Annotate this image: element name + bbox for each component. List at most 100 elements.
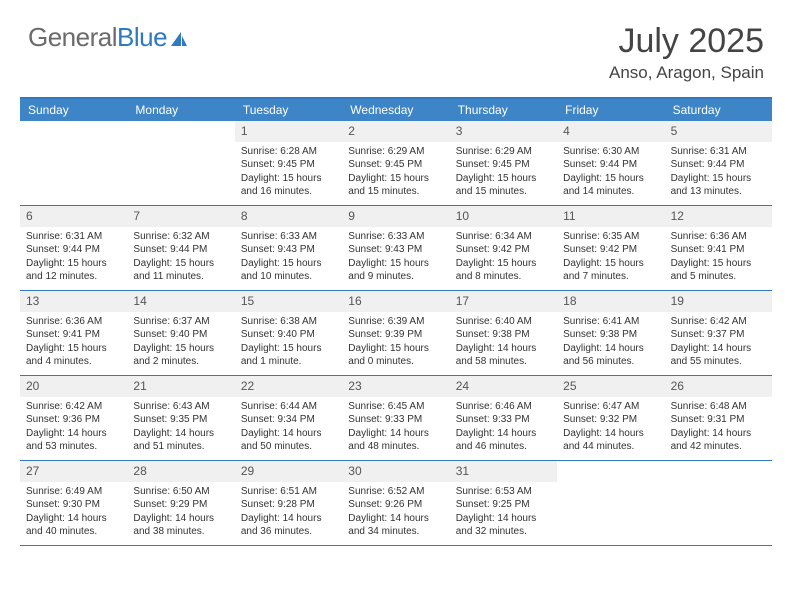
sunset-text: Sunset: 9:29 PM [133,498,228,512]
daylight2-text: and 4 minutes. [26,355,121,369]
day-cell: 4Sunrise: 6:30 AMSunset: 9:44 PMDaylight… [557,121,664,205]
sunset-text: Sunset: 9:44 PM [133,243,228,257]
sunset-text: Sunset: 9:33 PM [456,413,551,427]
sunrise-text: Sunrise: 6:32 AM [133,230,228,244]
day-number: 2 [348,124,355,138]
daylight2-text: and 16 minutes. [241,185,336,199]
sunrise-text: Sunrise: 6:30 AM [563,145,658,159]
sunset-text: Sunset: 9:36 PM [26,413,121,427]
daylight1-text: Daylight: 14 hours [26,427,121,441]
day-number: 20 [26,379,39,393]
day-number: 25 [563,379,576,393]
day-number: 1 [241,124,248,138]
day-number-bar: 6 [20,206,127,227]
daylight1-text: Daylight: 15 hours [671,257,766,271]
day-cell-empty [127,121,234,205]
day-number: 23 [348,379,361,393]
daylight1-text: Daylight: 14 hours [26,512,121,526]
sunrise-text: Sunrise: 6:53 AM [456,485,551,499]
daylight2-text: and 12 minutes. [26,270,121,284]
sunrise-text: Sunrise: 6:39 AM [348,315,443,329]
sunset-text: Sunset: 9:33 PM [348,413,443,427]
sunset-text: Sunset: 9:25 PM [456,498,551,512]
day-number: 10 [456,209,469,223]
day-number-bar: 29 [235,461,342,482]
day-number-bar: 12 [665,206,772,227]
sunrise-text: Sunrise: 6:36 AM [671,230,766,244]
sunset-text: Sunset: 9:42 PM [456,243,551,257]
sunset-text: Sunset: 9:44 PM [563,158,658,172]
day-cell: 3Sunrise: 6:29 AMSunset: 9:45 PMDaylight… [450,121,557,205]
day-number: 18 [563,294,576,308]
sunrise-text: Sunrise: 6:48 AM [671,400,766,414]
day-number-bar: 3 [450,121,557,142]
sunset-text: Sunset: 9:34 PM [241,413,336,427]
daylight2-text: and 10 minutes. [241,270,336,284]
sunset-text: Sunset: 9:40 PM [241,328,336,342]
daylight1-text: Daylight: 15 hours [456,257,551,271]
calendar: SundayMondayTuesdayWednesdayThursdayFrid… [20,97,772,546]
sunset-text: Sunset: 9:43 PM [241,243,336,257]
day-number-bar: 31 [450,461,557,482]
sunset-text: Sunset: 9:32 PM [563,413,658,427]
sail-icon [169,24,189,55]
day-number: 17 [456,294,469,308]
sunrise-text: Sunrise: 6:42 AM [671,315,766,329]
sunrise-text: Sunrise: 6:38 AM [241,315,336,329]
day-number: 14 [133,294,146,308]
daylight2-text: and 13 minutes. [671,185,766,199]
day-number-bar: 24 [450,376,557,397]
daylight1-text: Daylight: 15 hours [671,172,766,186]
day-number: 24 [456,379,469,393]
daylight2-text: and 2 minutes. [133,355,228,369]
day-cell: 18Sunrise: 6:41 AMSunset: 9:38 PMDayligh… [557,291,664,375]
daylight1-text: Daylight: 15 hours [133,257,228,271]
day-cell: 15Sunrise: 6:38 AMSunset: 9:40 PMDayligh… [235,291,342,375]
sunrise-text: Sunrise: 6:33 AM [348,230,443,244]
daylight1-text: Daylight: 14 hours [456,512,551,526]
day-number: 15 [241,294,254,308]
day-cell-empty [20,121,127,205]
sunrise-text: Sunrise: 6:31 AM [671,145,766,159]
daylight1-text: Daylight: 14 hours [456,342,551,356]
sunrise-text: Sunrise: 6:52 AM [348,485,443,499]
daylight2-text: and 53 minutes. [26,440,121,454]
day-number-bar: 21 [127,376,234,397]
daylight1-text: Daylight: 14 hours [456,427,551,441]
daylight2-text: and 40 minutes. [26,525,121,539]
day-cell: 7 Sunrise: 6:32 AMSunset: 9:44 PMDaylight… [127,206,234,290]
daylight1-text: Daylight: 14 hours [241,427,336,441]
day-number-bar: 22 [235,376,342,397]
day-cell: 16Sunrise: 6:39 AMSunset: 9:39 PMDayligh… [342,291,449,375]
day-number: 19 [671,294,684,308]
sunset-text: Sunset: 9:39 PM [348,328,443,342]
day-number-bar: 30 [342,461,449,482]
daylight1-text: Daylight: 14 hours [563,342,658,356]
day-number: 12 [671,209,684,223]
sunrise-text: Sunrise: 6:33 AM [241,230,336,244]
day-cell: 5Sunrise: 6:31 AMSunset: 9:44 PMDaylight… [665,121,772,205]
day-cell: 11Sunrise: 6:35 AMSunset: 9:42 PMDayligh… [557,206,664,290]
day-number-bar: 7 [127,206,234,227]
day-cell: 12Sunrise: 6:36 AMSunset: 9:41 PMDayligh… [665,206,772,290]
daylight2-text: and 48 minutes. [348,440,443,454]
day-number-bar: 1 [235,121,342,142]
day-cell: 1Sunrise: 6:28 AMSunset: 9:45 PMDaylight… [235,121,342,205]
day-cell: 17Sunrise: 6:40 AMSunset: 9:38 PMDayligh… [450,291,557,375]
day-cell: 6Sunrise: 6:31 AMSunset: 9:44 PMDaylight… [20,206,127,290]
daylight1-text: Daylight: 14 hours [133,512,228,526]
day-number-bar: 10 [450,206,557,227]
day-number: 11 [563,209,575,223]
daylight1-text: Daylight: 15 hours [241,172,336,186]
day-number-bar: 2 [342,121,449,142]
weekday-header: Sunday [20,99,127,121]
sunset-text: Sunset: 9:41 PM [26,328,121,342]
day-cell: 23Sunrise: 6:45 AMSunset: 9:33 PMDayligh… [342,376,449,460]
week-row: 13Sunrise: 6:36 AMSunset: 9:41 PMDayligh… [20,291,772,376]
sunset-text: Sunset: 9:26 PM [348,498,443,512]
sunset-text: Sunset: 9:45 PM [348,158,443,172]
day-cell: 14Sunrise: 6:37 AMSunset: 9:40 PMDayligh… [127,291,234,375]
day-number: 21 [133,379,146,393]
daylight2-text: and 38 minutes. [133,525,228,539]
sunset-text: Sunset: 9:28 PM [241,498,336,512]
